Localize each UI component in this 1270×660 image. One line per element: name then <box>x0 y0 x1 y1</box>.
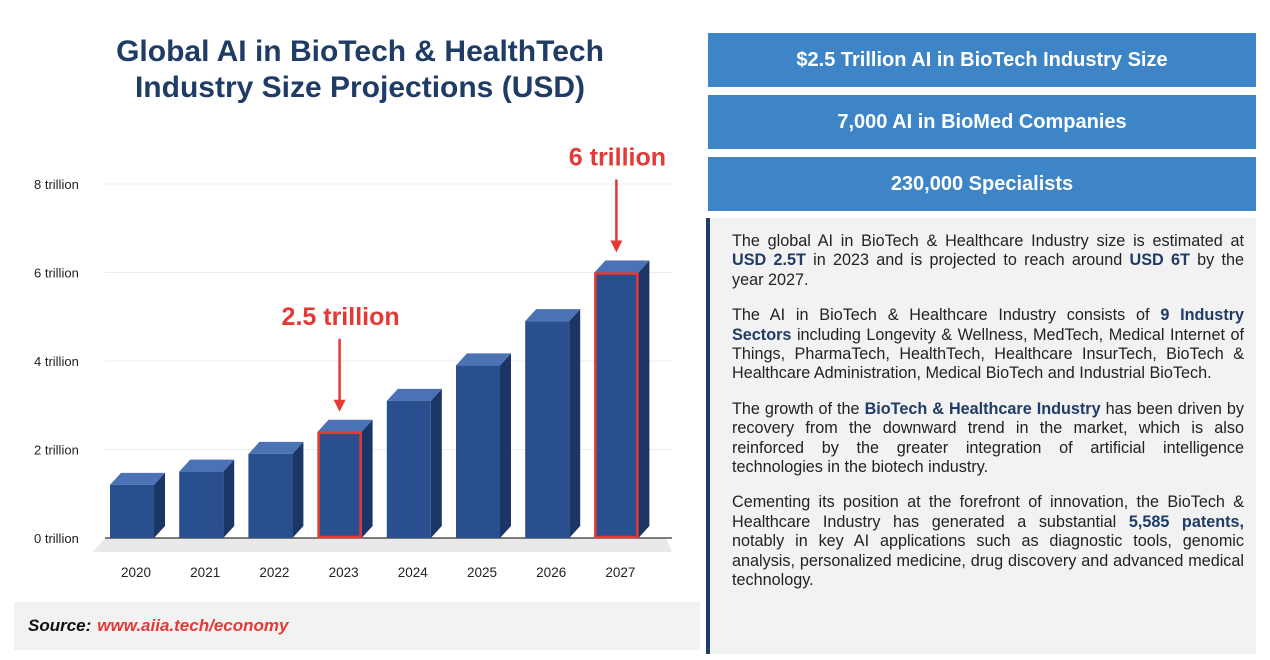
paragraph-patents: Cementing its position at the forefront … <box>732 493 1244 590</box>
annotation-arrow-head <box>333 399 346 412</box>
stat-specialists: 230,000 Specialists <box>708 157 1256 211</box>
x-tick-label: 2025 <box>467 565 497 580</box>
paragraph-growth: The growth of the BioTech & Healthcare I… <box>732 399 1244 477</box>
bar-side <box>154 472 165 538</box>
paragraph-sectors: The AI in BioTech & Healthcare Industry … <box>732 306 1245 383</box>
x-tick-label: 2024 <box>398 565 429 580</box>
bar-side <box>500 353 511 538</box>
stat-industry-size: $2.5 Trillion AI in BioTech Industry Siz… <box>708 33 1256 87</box>
bar-top <box>248 441 304 454</box>
bar-top <box>317 419 373 432</box>
bar-top <box>179 459 235 472</box>
bar-side <box>223 459 235 538</box>
annotation-arrow-head <box>610 240 623 253</box>
annotation-label: 2.5 trillion <box>282 303 400 331</box>
bar-top <box>456 353 511 366</box>
x-tick-label: 2027 <box>605 565 635 580</box>
bar-top <box>594 260 650 273</box>
bar-side <box>430 388 442 538</box>
bar <box>317 431 362 538</box>
y-tick-label: 2 trillion <box>34 443 79 458</box>
chart-title-line-1: Global AI in BioTech & HealthTech <box>116 35 604 68</box>
stat-companies: 7,000 AI in BioMed Companies <box>708 95 1256 149</box>
bar-side <box>361 419 373 538</box>
bar-side <box>569 309 581 538</box>
description-panel: The global AI in BioTech & Healthcare In… <box>706 218 1256 654</box>
x-tick-label: 2020 <box>121 565 151 580</box>
bar-side <box>638 260 650 538</box>
bar <box>179 471 224 538</box>
bar <box>525 321 570 538</box>
bar-highlight-outline <box>594 272 639 539</box>
x-tick-label: 2023 <box>329 565 359 580</box>
bar <box>594 272 639 538</box>
bar <box>456 365 500 538</box>
chart-title: Global AI in BioTech & HealthTech Indust… <box>40 34 680 106</box>
x-tick-label: 2026 <box>536 565 566 580</box>
bar-chart: 0 trillion 2 trillion 4 trillion 6 trillion… <box>34 144 672 580</box>
x-tick-label: 2022 <box>259 565 289 580</box>
bar-side <box>292 441 304 538</box>
bar-top <box>386 388 442 401</box>
bar-top <box>525 309 581 322</box>
source-note: Source: www.aiia.tech/economy <box>14 602 700 650</box>
bar <box>386 400 431 538</box>
bar-highlight-outline <box>317 431 362 539</box>
chart-floor <box>93 538 672 552</box>
y-tick-label: 8 trillion <box>34 177 79 192</box>
bar <box>110 484 154 538</box>
source-url: www.aiia.tech/economy <box>97 616 289 635</box>
paragraph-industry-size: The global AI in BioTech & Healthcare In… <box>732 232 1244 289</box>
y-tick-label: 6 trillion <box>34 266 79 281</box>
y-tick-label: 4 trillion <box>34 354 79 369</box>
source-label: Source: <box>28 616 92 635</box>
bar-top <box>110 472 165 485</box>
y-tick-label: 0 trillion <box>34 531 79 546</box>
bar <box>248 453 293 538</box>
annotation-label: 6 trillion <box>569 144 666 172</box>
x-tick-label: 2021 <box>190 565 220 580</box>
chart-title-line-2: Industry Size Projections (USD) <box>134 71 586 104</box>
